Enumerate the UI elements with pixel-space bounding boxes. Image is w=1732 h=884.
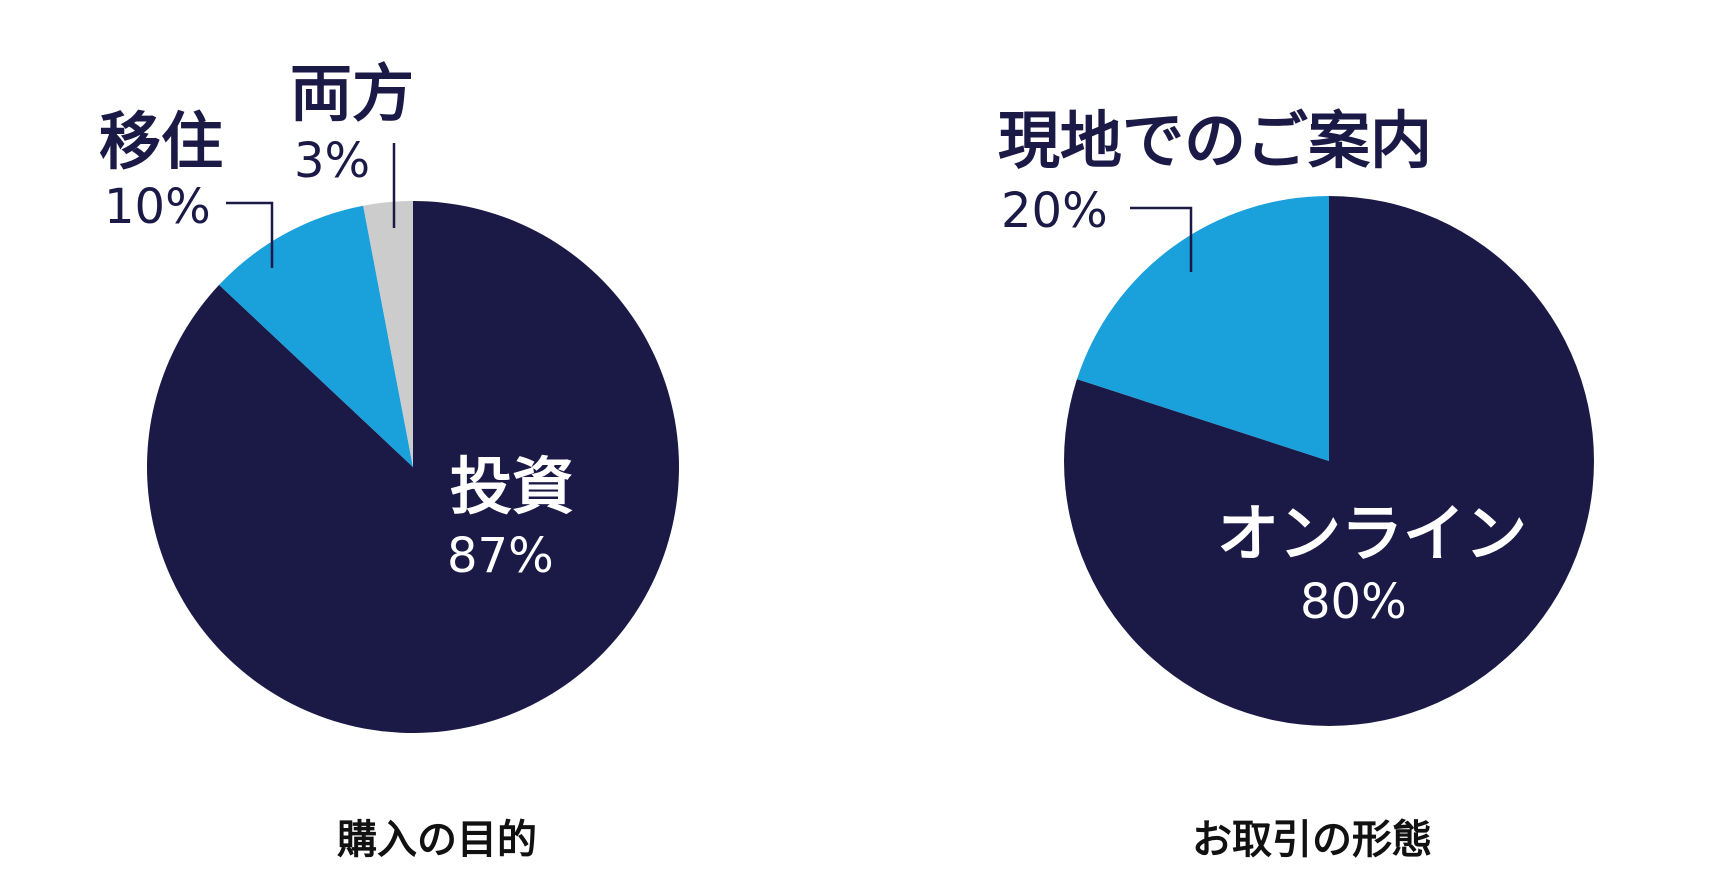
slice-label-online-name: オンライン xyxy=(1217,497,1527,570)
chart-purpose: 投資 87% 移住 10% 両方 3% 購入の目的 xyxy=(99,57,679,863)
slice-relocation xyxy=(219,205,413,467)
slice-label-both-name: 両方 xyxy=(290,57,414,130)
chart-caption-purpose: 購入の目的 xyxy=(337,817,537,863)
slice-label-investment-name: 投資 xyxy=(450,450,574,523)
slice-label-online-value: 80% xyxy=(1300,574,1407,630)
slice-label-investment-value: 87% xyxy=(447,528,554,584)
slice-label-onsite-guidance-name: 現地でのご案内 xyxy=(998,104,1432,177)
slice-investment xyxy=(146,201,679,733)
slice-online xyxy=(1063,196,1594,726)
chart-transaction-type: オンライン 80% 現地でのご案内 20% お取引の形態 xyxy=(998,104,1594,863)
slice-label-relocation-name: 移住 xyxy=(99,105,223,178)
leader-line-onsite-guidance xyxy=(1130,206,1193,272)
slice-both xyxy=(363,201,413,467)
leader-line-relocation xyxy=(226,201,274,268)
slice-label-relocation-value: 10% xyxy=(104,179,211,235)
slice-label-onsite-guidance-value: 20% xyxy=(1001,183,1108,239)
slice-onsite-guidance xyxy=(1076,196,1329,461)
slice-label-both-value: 3% xyxy=(294,133,370,189)
chart-caption-transaction-type: お取引の形態 xyxy=(1192,817,1432,863)
